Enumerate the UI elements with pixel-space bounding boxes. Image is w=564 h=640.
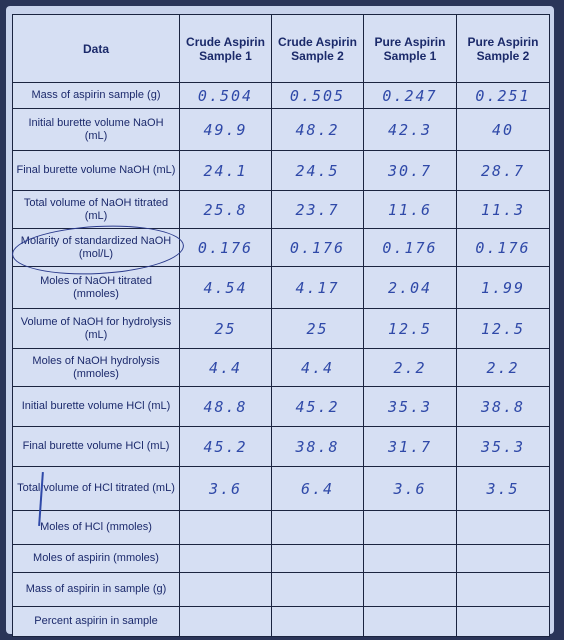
value-cell[interactable]: 0.176 — [363, 228, 457, 267]
value-cell[interactable]: 4.54 — [179, 266, 272, 309]
row-label: Total volume of HCl titrated (mL) — [12, 466, 180, 511]
value-cell[interactable]: 24.5 — [271, 150, 364, 191]
value-cell[interactable]: 23.7 — [271, 190, 364, 229]
row-label: Moles of HCl (mmoles) — [12, 510, 180, 545]
value-cell[interactable]: 49.9 — [179, 108, 272, 151]
value-cell[interactable] — [456, 544, 550, 573]
worksheet: Data Crude Aspirin Sample 1 Crude Aspiri… — [6, 6, 554, 637]
table-row: Total volume of HCl titrated (mL) 3.6 6.4 3… — [12, 466, 550, 511]
value-cell[interactable]: 0.176 — [271, 228, 364, 267]
row-label: Initial burette volume NaOH (mL) — [12, 108, 180, 151]
table-row: Initial burette volume NaOH (mL) 49.9 48.2… — [12, 108, 550, 151]
table-row: Moles of HCl (mmoles) — [12, 510, 550, 545]
value-cell[interactable]: 42.3 — [363, 108, 457, 151]
row-label: Final burette volume NaOH (mL) — [12, 150, 180, 191]
value-cell[interactable] — [179, 544, 272, 573]
table-row: Total volume of NaOH titrated (mL) 25.8 23… — [12, 190, 550, 229]
value-cell[interactable] — [456, 572, 550, 607]
table-row: Final burette volume NaOH (mL) 24.1 24.5 30… — [12, 150, 550, 191]
header-pure-1: Pure Aspirin Sample 1 — [363, 14, 457, 83]
row-label: Moles of NaOH hydrolysis (mmoles) — [12, 348, 180, 387]
value-cell[interactable]: 4.4 — [271, 348, 364, 387]
value-cell[interactable]: 2.04 — [363, 266, 457, 309]
data-table: Data Crude Aspirin Sample 1 Crude Aspiri… — [12, 14, 550, 637]
value-cell[interactable]: 48.8 — [179, 386, 272, 427]
value-cell[interactable]: 0.176 — [456, 228, 550, 267]
row-label: Total volume of NaOH titrated (mL) — [12, 190, 180, 229]
value-cell[interactable]: 4.17 — [271, 266, 364, 309]
value-cell[interactable] — [363, 606, 457, 637]
value-cell[interactable]: 45.2 — [179, 426, 272, 467]
value-cell[interactable] — [179, 606, 272, 637]
value-cell[interactable]: 4.4 — [179, 348, 272, 387]
value-cell[interactable]: 0.251 — [456, 82, 550, 109]
row-label: Molarity of standardized NaOH (mol/L) — [12, 228, 180, 267]
value-cell[interactable] — [363, 572, 457, 607]
value-cell[interactable]: 45.2 — [271, 386, 364, 427]
value-cell[interactable]: 12.5 — [456, 308, 550, 349]
table-row: Percent aspirin in sample — [12, 606, 550, 637]
header-crude-2: Crude Aspirin Sample 2 — [271, 14, 364, 83]
value-cell[interactable]: 2.2 — [456, 348, 550, 387]
value-cell[interactable]: 30.7 — [363, 150, 457, 191]
value-cell[interactable] — [271, 572, 364, 607]
row-label: Mass of aspirin in sample (g) — [12, 572, 180, 607]
value-cell[interactable] — [363, 510, 457, 545]
table-row: Volume of NaOH for hydrolysis (mL) 25 25 12… — [12, 308, 550, 349]
value-cell[interactable]: 11.3 — [456, 190, 550, 229]
value-cell[interactable]: 3.6 — [363, 466, 457, 511]
value-cell[interactable]: 12.5 — [363, 308, 457, 349]
table-row: Molarity of standardized NaOH (mol/L) 0.1… — [12, 228, 550, 267]
table-row: Initial burette volume HCl (mL) 48.8 45.2 3… — [12, 386, 550, 427]
header-data: Data — [12, 14, 180, 83]
table-row: Final burette volume HCl (mL) 45.2 38.8 31.… — [12, 426, 550, 467]
value-cell[interactable] — [271, 606, 364, 637]
row-label: Volume of NaOH for hydrolysis (mL) — [12, 308, 180, 349]
value-cell[interactable]: 38.8 — [271, 426, 364, 467]
value-cell[interactable]: 0.176 — [179, 228, 272, 267]
value-cell[interactable]: 28.7 — [456, 150, 550, 191]
table-row: Moles of NaOH titrated (mmoles) 4.54 4.17 2… — [12, 266, 550, 309]
value-cell[interactable]: 6.4 — [271, 466, 364, 511]
value-cell[interactable]: 25.8 — [179, 190, 272, 229]
value-cell[interactable] — [271, 510, 364, 545]
row-label: Moles of NaOH titrated (mmoles) — [12, 266, 180, 309]
table-row: Moles of aspirin (mmoles) — [12, 544, 550, 573]
value-cell[interactable]: 0.504 — [179, 82, 272, 109]
row-label: Final burette volume HCl (mL) — [12, 426, 180, 467]
value-cell[interactable] — [271, 544, 364, 573]
value-cell[interactable]: 24.1 — [179, 150, 272, 191]
value-cell[interactable] — [179, 572, 272, 607]
value-cell[interactable]: 40 — [456, 108, 550, 151]
row-label: Percent aspirin in sample — [12, 606, 180, 637]
header-pure-2: Pure Aspirin Sample 2 — [456, 14, 550, 83]
value-cell[interactable] — [363, 544, 457, 573]
table-row: Moles of NaOH hydrolysis (mmoles) 4.4 4.4 2… — [12, 348, 550, 387]
value-cell[interactable]: 35.3 — [456, 426, 550, 467]
table-row: Mass of aspirin in sample (g) — [12, 572, 550, 607]
value-cell[interactable] — [179, 510, 272, 545]
value-cell[interactable]: 48.2 — [271, 108, 364, 151]
value-cell[interactable]: 3.6 — [179, 466, 272, 511]
value-cell[interactable] — [456, 606, 550, 637]
value-cell[interactable]: 3.5 — [456, 466, 550, 511]
value-cell[interactable]: 25 — [179, 308, 272, 349]
row-label: Mass of aspirin sample (g) — [12, 82, 180, 109]
table-row: Mass of aspirin sample (g) 0.504 0.505 0.24… — [12, 82, 550, 109]
row-label: Moles of aspirin (mmoles) — [12, 544, 180, 573]
value-cell[interactable]: 35.3 — [363, 386, 457, 427]
value-cell[interactable]: 31.7 — [363, 426, 457, 467]
value-cell[interactable]: 11.6 — [363, 190, 457, 229]
header-row: Data Crude Aspirin Sample 1 Crude Aspiri… — [12, 14, 550, 83]
value-cell[interactable]: 0.247 — [363, 82, 457, 109]
value-cell[interactable]: 0.505 — [271, 82, 364, 109]
header-crude-1: Crude Aspirin Sample 1 — [179, 14, 272, 83]
value-cell[interactable]: 25 — [271, 308, 364, 349]
value-cell[interactable] — [456, 510, 550, 545]
row-label: Initial burette volume HCl (mL) — [12, 386, 180, 427]
value-cell[interactable]: 1.99 — [456, 266, 550, 309]
value-cell[interactable]: 2.2 — [363, 348, 457, 387]
value-cell[interactable]: 38.8 — [456, 386, 550, 427]
